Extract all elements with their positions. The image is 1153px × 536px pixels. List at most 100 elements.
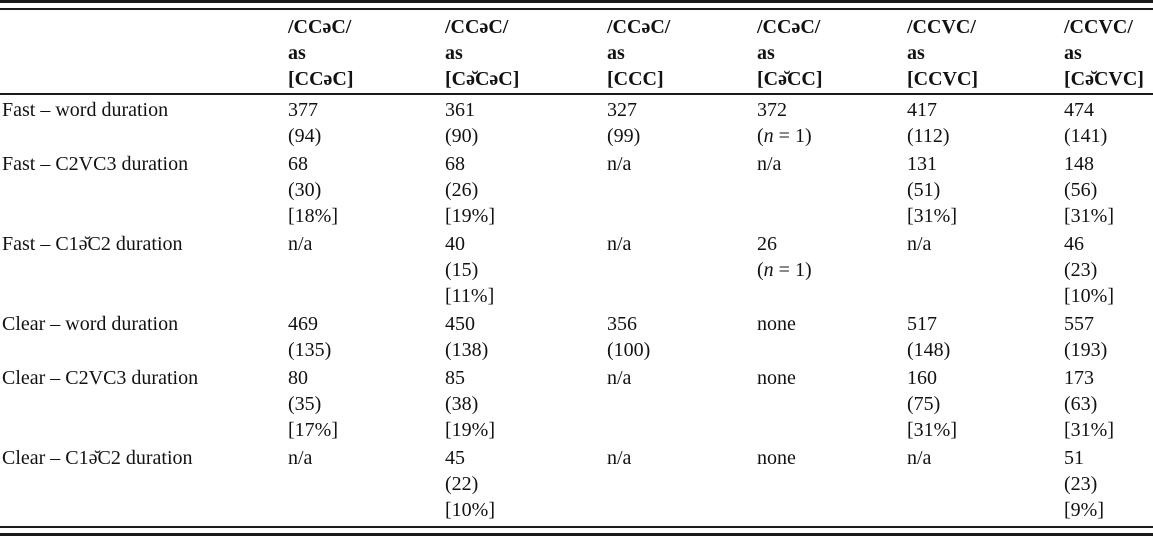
data-cell: n/a <box>607 229 757 309</box>
header-cell: /CCəC/as [CCəC] <box>288 11 445 94</box>
cell-line: 51 <box>1064 447 1084 469</box>
data-cell: n/a <box>607 363 757 443</box>
data-cell: 450 (138) <box>445 309 607 363</box>
header-row: /CCəC/as [CCəC] /CCəC/as [Cə̆CəC] /CCəC/as [C… <box>0 11 1153 94</box>
data-cell: 469 (135) <box>288 309 445 363</box>
cell-line: [17%] <box>288 419 338 441</box>
cell-line: 160 <box>907 367 937 389</box>
cell-line: [9%] <box>1064 499 1104 521</box>
data-cell: n/a <box>607 443 757 526</box>
cell-line: [19%] <box>445 419 495 441</box>
row-label: Clear – C2VC3 duration <box>2 367 199 389</box>
italic-n: n <box>763 259 774 281</box>
cell-line: (193) <box>1064 339 1108 361</box>
cell-line: n/a <box>288 447 313 469</box>
data-cell: 40 (15) [11%] <box>445 229 607 309</box>
table-row: Fast – C2VC3 duration 68 (30) [18%] 68 (26) [1… <box>0 149 1153 229</box>
cell-line: /CCəC/ <box>288 16 352 38</box>
cell-line: 173 <box>1064 367 1094 389</box>
cell-line: 557 <box>1064 313 1094 335</box>
data-cell: 160 (75) [31%] <box>907 363 1064 443</box>
cell-line: 85 <box>445 367 465 389</box>
cell-line: (99) <box>607 125 641 147</box>
cell-line: none <box>757 367 796 389</box>
cell-line: [10%] <box>1064 285 1114 307</box>
cell-line: as <box>288 42 306 64</box>
header-cell: /CCəC/as [Cə̆CC] <box>757 11 907 94</box>
cell-line: as <box>445 42 463 64</box>
header-corner <box>0 11 288 94</box>
cell-line: n/a <box>288 233 313 255</box>
cell-line: [Cə̆CVC] <box>1064 68 1144 90</box>
data-cell: 361 (90) <box>445 94 607 149</box>
cell-line: [18%] <box>288 205 338 227</box>
header-cell: /CCVC/as [Cə̆CVC] <box>1064 11 1153 94</box>
table-row: Clear – C2VC3 duration 80 (35) [17%] 85 (38) [… <box>0 363 1153 443</box>
italic-n: n <box>763 125 774 147</box>
row-label: Fast – word duration <box>2 99 169 121</box>
cell-line: [CCVC] <box>907 68 979 90</box>
cell-line: (148) <box>907 339 951 361</box>
cell-line: n/a <box>757 153 782 175</box>
cell-line: 361 <box>445 99 475 121</box>
cell-line: (23) <box>1064 473 1098 495</box>
data-cell: none <box>757 309 907 363</box>
cell-line: (75) <box>907 393 941 415</box>
cell-line: as <box>757 42 775 64</box>
cell-line: (63) <box>1064 393 1098 415</box>
row-label: Fast – C2VC3 duration <box>2 153 189 175</box>
table-body: Fast – word duration 377 (94) 361 (90) 327 (99… <box>0 94 1153 526</box>
cell-line: 68 <box>288 153 308 175</box>
cell-line: [Cə̆CəC] <box>445 68 520 90</box>
cell-line: n/a <box>907 233 932 255</box>
data-cell: 417 (112) <box>907 94 1064 149</box>
table-row: Clear – C1ə̆C2 duration n/a 45 (22) [10%] n/a… <box>0 443 1153 526</box>
cell-line: n/a <box>907 447 932 469</box>
data-cell: 557 (193) <box>1064 309 1153 363</box>
cell-line: 131 <box>907 153 937 175</box>
data-cell: n/a <box>288 443 445 526</box>
table-header: /CCəC/as [CCəC] /CCəC/as [Cə̆CəC] /CCəC/as [C… <box>0 11 1153 94</box>
data-cell: n/a <box>607 149 757 229</box>
cell-line: 68 <box>445 153 465 175</box>
cell-line: (56) <box>1064 179 1098 201</box>
data-cell: 26 (n = 1) <box>757 229 907 309</box>
data-cell: 80 (35) [17%] <box>288 363 445 443</box>
cell-line: (38) <box>445 393 479 415</box>
cell-line: /CCəC/ <box>445 16 509 38</box>
data-cell: 68 (30) [18%] <box>288 149 445 229</box>
data-cell: n/a <box>757 149 907 229</box>
cell-line: 372 <box>757 99 787 121</box>
data-cell: n/a <box>288 229 445 309</box>
cell-line: /CCəC/ <box>607 16 671 38</box>
cell-line: 40 <box>445 233 465 255</box>
data-cell: 131 (51) [31%] <box>907 149 1064 229</box>
duration-table: /CCəC/as [CCəC] /CCəC/as [Cə̆CəC] /CCəC/as [C… <box>0 11 1153 526</box>
header-cell: /CCəC/as [Cə̆CəC] <box>445 11 607 94</box>
cell-line: (30) <box>288 179 322 201</box>
cell-line: (100) <box>607 339 651 361</box>
cell-line: (15) <box>445 259 479 281</box>
data-cell: 85 (38) [19%] <box>445 363 607 443</box>
data-cell: 327 (99) <box>607 94 757 149</box>
top-double-rule <box>0 0 1153 10</box>
cell-line: n/a <box>607 153 632 175</box>
table-row: Fast – C1ə̆C2 duration n/a 40 (15) [11%] n/a 2… <box>0 229 1153 309</box>
table-row: Clear – word duration 469 (135) 450 (138) 356… <box>0 309 1153 363</box>
cell-line: [11%] <box>445 285 495 307</box>
data-cell: none <box>757 443 907 526</box>
cell-line: [10%] <box>445 499 495 521</box>
cell-line: [31%] <box>1064 419 1114 441</box>
cell-line: (23) <box>1064 259 1098 281</box>
row-label: Fast – C1ə̆C2 duration <box>2 233 183 255</box>
cell-line: none <box>757 447 796 469</box>
cell-line: n/a <box>607 447 632 469</box>
cell-line: 80 <box>288 367 308 389</box>
cell-line: 356 <box>607 313 637 335</box>
header-cell: /CCVC/as [CCVC] <box>907 11 1064 94</box>
cell-line: (35) <box>288 393 322 415</box>
data-cell: n/a <box>907 443 1064 526</box>
cell-line: (26) <box>445 179 479 201</box>
cell-line: (141) <box>1064 125 1108 147</box>
cell-line: [31%] <box>907 419 957 441</box>
